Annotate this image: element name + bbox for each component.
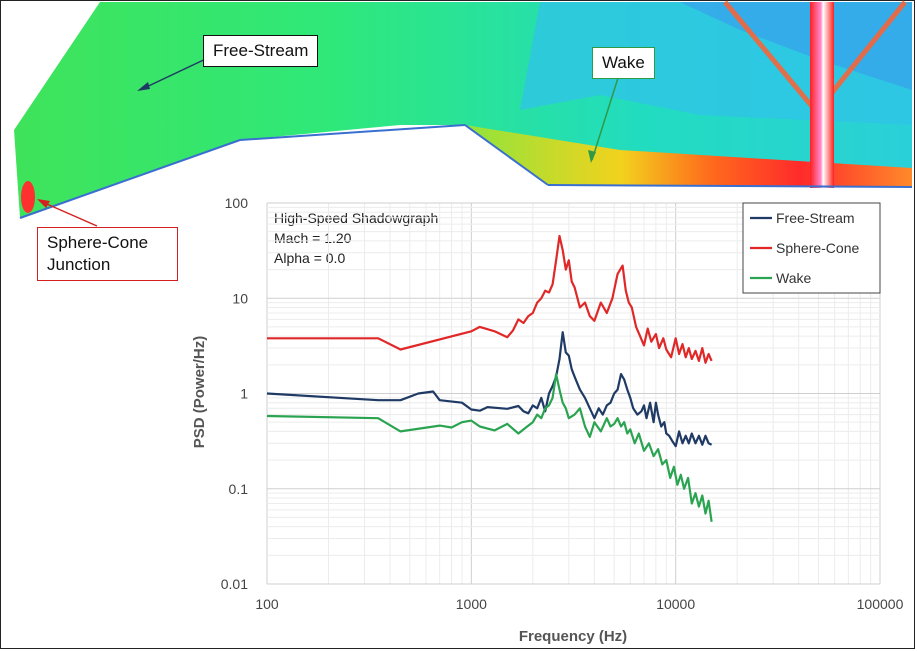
free-stream-arrowhead xyxy=(137,82,150,91)
x-axis-label: Frequency (Hz) xyxy=(519,628,627,645)
y-tick-label: 1 xyxy=(240,386,248,402)
legend-label: Sphere-Cone xyxy=(776,240,859,256)
info-line: Mach = 1.20 xyxy=(274,230,352,246)
wake-edge xyxy=(464,124,549,186)
wake-region xyxy=(465,125,912,187)
series-lines xyxy=(266,234,713,522)
x-tick-label: 100 xyxy=(255,596,279,612)
body-edge-rear xyxy=(239,124,466,141)
sphere-cone-arrowhead xyxy=(37,199,50,208)
y-tick-label: 100 xyxy=(225,195,249,211)
body-edge xyxy=(19,139,241,219)
y-axis-label: PSD (Power/Hz) xyxy=(191,336,208,449)
legend-label: Wake xyxy=(776,270,811,286)
shock-wave xyxy=(723,0,907,112)
y-tick-label: 0.1 xyxy=(229,481,249,497)
series-line-0 xyxy=(266,331,713,448)
x-tick-label: 1000 xyxy=(456,596,487,612)
shadowgraph-image xyxy=(14,0,913,219)
x-tick-labels: 100 1000 10000 100000 xyxy=(255,596,903,612)
junction-hotspot xyxy=(21,181,35,213)
free-stream-arrow xyxy=(139,55,213,91)
sphere-cone-callout-line1: Sphere-Cone xyxy=(47,233,149,252)
series-line-2 xyxy=(266,373,713,522)
y-tick-label: 10 xyxy=(232,290,248,306)
wake-arrow xyxy=(591,77,619,161)
info-line: Alpha = 0.0 xyxy=(274,250,345,266)
free-stream-callout: Free-Stream xyxy=(203,35,319,67)
wake-boundary xyxy=(547,184,913,188)
callout-arrows xyxy=(37,55,619,227)
y-tick-labels: 100 10 1 0.1 0.01 xyxy=(221,195,248,592)
wake-callout: Wake xyxy=(592,47,655,79)
wake-arrowhead xyxy=(588,150,596,163)
shock-column xyxy=(810,2,834,188)
legend: Free-Stream Sphere-Cone Wake xyxy=(742,202,881,294)
sphere-cone-callout: Sphere-Cone Junction xyxy=(37,227,178,281)
legend-label: Free-Stream xyxy=(776,210,855,226)
sphere-cone-arrow xyxy=(39,200,98,227)
series-line-1 xyxy=(267,234,713,364)
sphere-cone-callout-line2: Junction xyxy=(47,255,111,274)
x-tick-label: 100000 xyxy=(857,596,904,612)
y-tick-label: 0.01 xyxy=(221,576,248,592)
x-tick-label: 10000 xyxy=(656,596,695,612)
